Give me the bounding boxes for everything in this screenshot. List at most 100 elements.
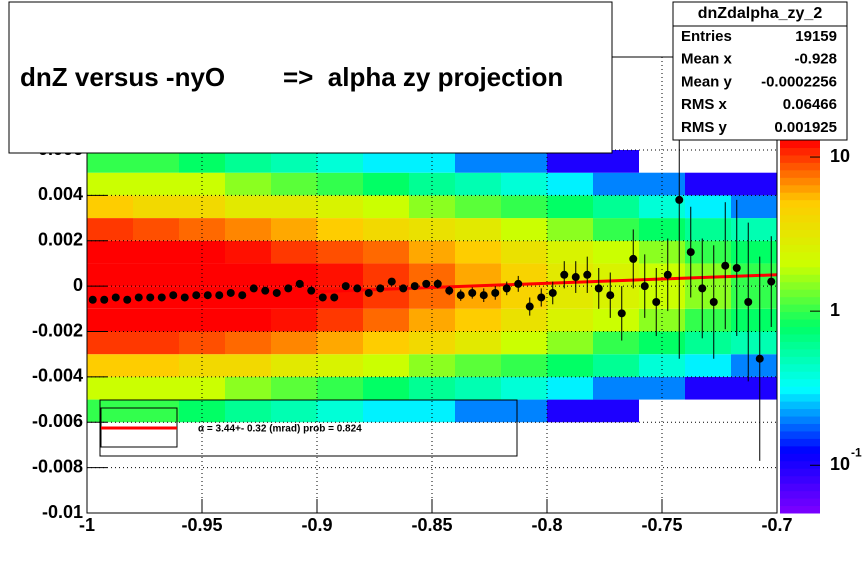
- palette-band: [780, 229, 820, 238]
- profile-point: [295, 279, 304, 288]
- profile-point: [318, 293, 327, 302]
- heat-cell: [225, 286, 271, 309]
- fit-line: [87, 273, 777, 302]
- heat-cell: [317, 240, 363, 264]
- marker: [341, 282, 350, 291]
- title-box: dnZ versus -nyO => alpha zy projection: [8, 1, 613, 154]
- palette-band: [780, 401, 820, 410]
- marker: [629, 254, 638, 263]
- palette-band: [780, 244, 820, 253]
- profile-point: [422, 279, 431, 288]
- heat-cell: [547, 172, 593, 196]
- heat-cell: [179, 172, 225, 196]
- marker: [537, 293, 546, 302]
- marker: [261, 286, 270, 295]
- profile-point: [330, 293, 339, 302]
- y-tick-label: -0.006: [32, 411, 83, 431]
- heat-cell: [317, 354, 363, 377]
- palette-band: [780, 430, 820, 439]
- marker: [318, 293, 327, 302]
- z-tick-label: 1: [830, 300, 840, 320]
- profile: [87, 57, 777, 461]
- heat-cell: [547, 150, 593, 173]
- heat-cell: [179, 399, 225, 423]
- heat-cell: [87, 286, 133, 309]
- palette-band: [780, 408, 820, 417]
- heat-cell: [455, 354, 501, 377]
- palette-band: [780, 468, 820, 477]
- heat-cell: [593, 195, 639, 219]
- palette-band: [780, 192, 820, 201]
- marker: [192, 291, 201, 300]
- profile-point: [744, 222, 753, 382]
- heat-cell: [685, 172, 731, 196]
- heat-cell: [225, 331, 271, 355]
- profile-point: [548, 281, 557, 305]
- heat-cell: [363, 150, 409, 173]
- heat-cell: [271, 354, 317, 377]
- heat-cell: [593, 376, 639, 400]
- profile-point: [709, 245, 718, 359]
- stats-label: Mean x: [681, 51, 733, 68]
- heat-cell: [501, 331, 547, 355]
- heat-cell: [455, 150, 501, 173]
- palette-band: [780, 266, 820, 275]
- marker: [525, 302, 534, 311]
- heat-cell: [501, 399, 547, 423]
- profile-point: [629, 229, 638, 289]
- heat-cell: [731, 354, 777, 377]
- profile-point: [755, 256, 764, 461]
- profile-point: [468, 287, 477, 299]
- marker: [640, 282, 649, 291]
- heat-cell: [363, 331, 409, 355]
- heat-cell: [593, 354, 639, 377]
- profile-point: [525, 297, 534, 316]
- marker: [295, 279, 304, 288]
- palette-band: [780, 498, 820, 507]
- heat-cell: [271, 150, 317, 173]
- heat-cell: [363, 218, 409, 241]
- heat-cell: [593, 286, 639, 309]
- heat-cell: [363, 376, 409, 400]
- heat-cell: [133, 195, 179, 219]
- heat-cell: [317, 195, 363, 219]
- marker: [134, 293, 143, 302]
- y-tick-label: 0.004: [38, 184, 83, 204]
- heat-cell: [225, 308, 271, 332]
- profile-point: [88, 295, 97, 304]
- heat-cell: [225, 240, 271, 264]
- heat-cell: [731, 308, 777, 332]
- heat-cell: [179, 331, 225, 355]
- palette-band: [780, 475, 820, 484]
- heat-cell: [593, 308, 639, 332]
- heat-cell: [501, 240, 547, 264]
- palette-band: [780, 423, 820, 432]
- palette-band: [780, 259, 820, 268]
- legend-text: α = 3.44+- 0.32 (mrad) prob = 0.824: [198, 424, 362, 435]
- title: dnZ versus -nyO => alpha zy projection: [20, 62, 563, 92]
- heat-cell: [409, 376, 455, 400]
- heat-cell: [685, 376, 731, 400]
- heat-cell: [225, 376, 271, 400]
- marker: [364, 288, 373, 297]
- marker: [583, 270, 592, 279]
- profile-point: [261, 286, 270, 295]
- heat-cell: [409, 399, 455, 423]
- profile-point: [698, 238, 707, 339]
- heat-cell: [133, 218, 179, 241]
- profile-point: [157, 293, 166, 302]
- heat-cell: [731, 172, 777, 196]
- marker: [744, 298, 753, 307]
- heat-cell: [409, 172, 455, 196]
- stats-label: RMS y: [681, 119, 728, 136]
- heat-cell: [593, 150, 639, 173]
- heat-cell: [547, 376, 593, 400]
- marker: [330, 293, 339, 302]
- z-tick-label: 10: [830, 146, 850, 166]
- marker: [456, 291, 465, 300]
- heat-cell: [409, 240, 455, 264]
- heat-cell: [363, 354, 409, 377]
- profile-point: [617, 286, 626, 341]
- palette-band: [780, 363, 820, 372]
- marker: [215, 291, 224, 300]
